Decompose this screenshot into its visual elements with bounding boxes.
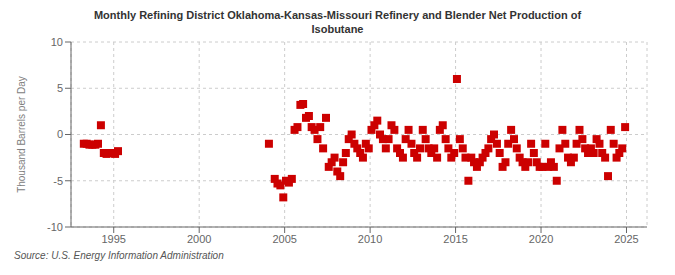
- html-text:Source: U.S. Energy Informatio: Source: U.S. Energy Information Administ…: [14, 250, 224, 261]
- html-text:Monthly Refining District Okla: Monthly Refining District Oklahoma-Kansa…: [93, 9, 582, 35]
- svg-text:-5: -5: [53, 175, 63, 187]
- svg-text:5: 5: [57, 82, 63, 94]
- svg-text:2000: 2000: [187, 233, 211, 245]
- svg-text:2015: 2015: [443, 233, 467, 245]
- svg-text:2010: 2010: [358, 233, 382, 245]
- svg-text:0: 0: [57, 128, 63, 140]
- svg-text:1995: 1995: [101, 233, 125, 245]
- svg-text:2020: 2020: [529, 233, 553, 245]
- svg-text:-10: -10: [47, 221, 63, 233]
- svg-text:10: 10: [51, 36, 63, 48]
- svg-text:2005: 2005: [272, 233, 296, 245]
- svg-text:2025: 2025: [614, 233, 638, 245]
- svg-text:Thousand Barrels per Day: Thousand Barrels per Day: [16, 76, 27, 193]
